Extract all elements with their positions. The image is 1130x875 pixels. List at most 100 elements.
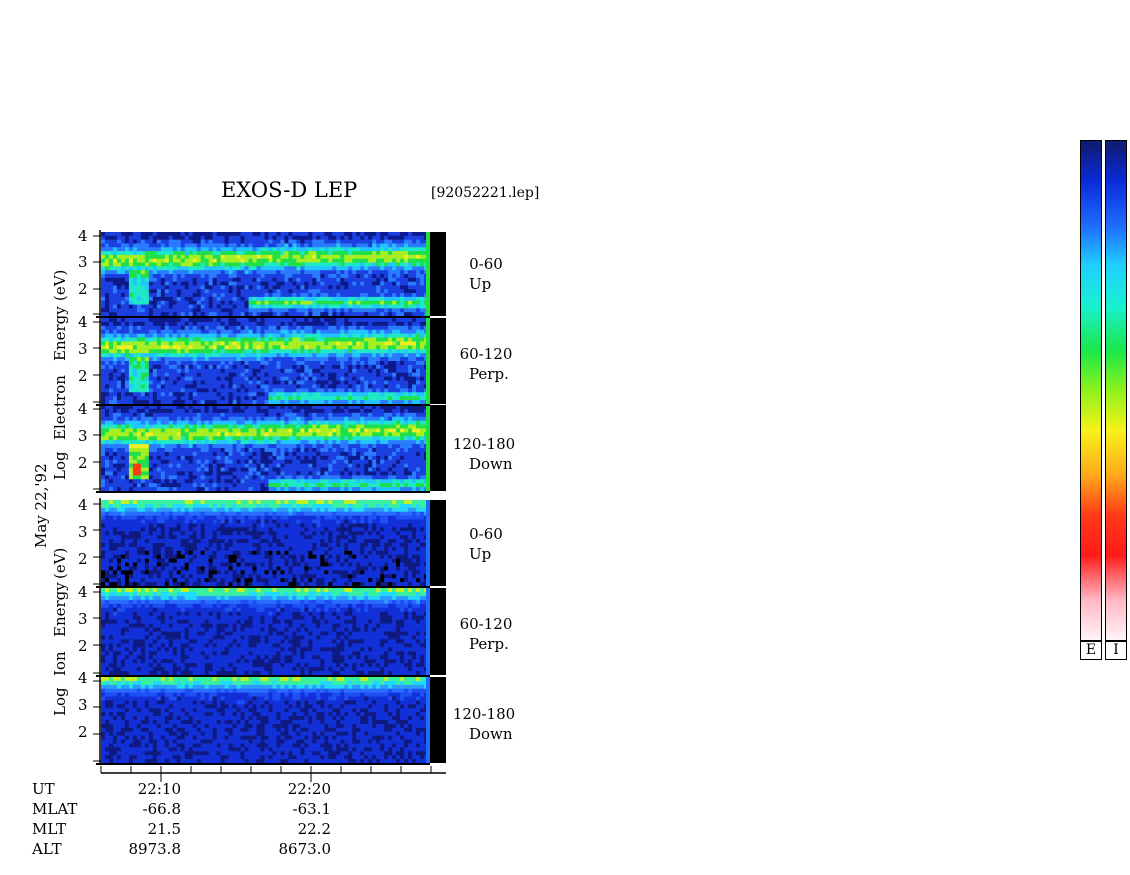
spectrogram-cell: [312, 388, 317, 393]
spectrogram-cell: [128, 467, 134, 472]
spectrogram-cell: [356, 304, 361, 309]
spectrogram-cell: [416, 408, 421, 414]
spectrogram-cell: [172, 396, 178, 401]
spectrogram-cell: [320, 235, 325, 241]
spectrogram-cell: [408, 296, 413, 302]
spectrogram-cell: [224, 463, 230, 468]
spectrogram-cell: [316, 451, 321, 457]
spectrogram-cell: [208, 440, 214, 445]
spectrogram-cell: [304, 251, 309, 256]
spectrogram-cell: [300, 270, 305, 275]
spectrogram-cell: [324, 345, 329, 350]
spectrogram-cell: [232, 455, 237, 461]
spectrogram-cell: [156, 321, 162, 327]
spectrogram-cell: [224, 432, 230, 437]
spectrogram-cell: [196, 459, 202, 465]
spectrogram-cell: [184, 408, 190, 414]
spectrogram-cell: [420, 345, 425, 350]
spectrogram-cell: [164, 243, 170, 248]
spectrogram-cell: [280, 289, 285, 294]
spectrogram-cell: [336, 405, 341, 410]
spectrogram-cell: [404, 289, 409, 294]
spectrogram-cell: [160, 300, 166, 305]
spectrogram-cell: [324, 451, 329, 457]
spectrogram-cell: [168, 424, 174, 429]
spectrogram-cell: [316, 463, 321, 468]
spectrogram-cell: [148, 289, 154, 294]
spectrogram-cell: [348, 361, 353, 366]
spectrogram-cell: [244, 243, 249, 248]
spectrogram-cell: [368, 384, 373, 389]
spectrogram-cell: [268, 436, 273, 441]
spectrogram-cell: [368, 353, 373, 358]
spectrogram-cell: [244, 247, 249, 252]
spectrogram-cell: [204, 432, 210, 437]
spectrogram-cell: [208, 459, 214, 465]
spectrogram-cell: [132, 239, 138, 244]
spectrogram-cell: [156, 300, 162, 305]
spectrogram-cell: [220, 258, 226, 263]
panel-nodata-block: [430, 232, 446, 316]
spectrogram-cell: [124, 239, 130, 244]
spectrogram-cell: [396, 285, 401, 290]
spectrogram-cell: [408, 349, 413, 354]
spectrogram-cell: [184, 459, 190, 465]
spectrogram-cell: [256, 448, 261, 453]
spectrogram-cell: [228, 451, 233, 457]
spectrogram-cell: [288, 266, 293, 271]
spectrogram-cell: [208, 243, 214, 248]
spectrogram-cell: [320, 405, 325, 410]
spectrogram-cell: [272, 408, 277, 414]
spectrogram-cell: [116, 300, 122, 305]
spectrogram-cell: [136, 325, 142, 331]
spectrogram-cell: [288, 388, 293, 393]
spectrogram-cell: [184, 262, 190, 267]
spectrogram-cell: [224, 251, 230, 256]
spectrogram-cell: [204, 440, 210, 445]
spectrogram-cell: [352, 247, 357, 252]
spectrogram-cell: [348, 285, 353, 290]
spectrogram-cell: [101, 296, 106, 302]
spectrogram-cell: [384, 318, 389, 323]
spectrogram-cell: [228, 232, 233, 237]
spectrogram-cell: [300, 467, 305, 472]
spectrogram-cell: [292, 368, 297, 374]
spectrogram-cell: [268, 380, 273, 385]
spectrogram-cell: [132, 428, 138, 433]
spectrogram-cell: [316, 361, 321, 366]
spectrogram-cell: [200, 444, 206, 449]
spectrogram-cell: [172, 463, 178, 468]
spectrogram-cell: [336, 243, 341, 248]
spectrogram-cell: [101, 270, 106, 275]
spectrogram-cell: [268, 416, 273, 422]
spectrogram-cell: [240, 372, 245, 378]
spectrogram-cell: [220, 266, 226, 271]
spectrogram-cell: [240, 293, 245, 298]
spectrogram-cell: [296, 345, 301, 350]
spectrogram-cell: [152, 254, 158, 260]
spectrogram-cell: [172, 247, 178, 252]
spectrogram-cell: [108, 312, 114, 317]
spectrogram-cell: [340, 392, 345, 397]
spectrogram-cell: [104, 412, 110, 418]
spectrogram-cell: [296, 420, 301, 425]
spectrogram-cell: [240, 349, 245, 354]
spectrogram-cell: [168, 388, 174, 393]
spectrogram-cell: [208, 372, 214, 378]
spectrogram-cell: [244, 341, 249, 346]
spectrogram-cell: [372, 361, 377, 366]
spectrogram-cell: [316, 420, 321, 425]
spectrogram-cell: [124, 349, 130, 354]
spectrogram-cell: [316, 467, 321, 472]
spectrogram-cell: [344, 247, 349, 252]
spectrogram-cell: [232, 376, 237, 381]
spectrogram-cell: [300, 285, 305, 290]
spectrogram-cell: [344, 396, 349, 401]
spectrogram-cell: [200, 400, 206, 405]
spectrogram-cell: [152, 436, 158, 441]
spectrogram-cell: [124, 270, 130, 275]
spectrogram-cell: [352, 408, 357, 414]
spectrogram-cell: [160, 293, 166, 298]
spectrogram-cell: [184, 396, 190, 401]
spectrogram-cell: [308, 420, 313, 425]
